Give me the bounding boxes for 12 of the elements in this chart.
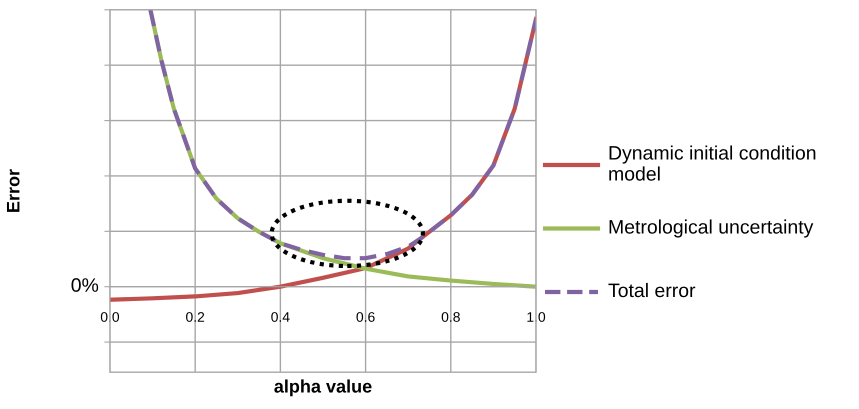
x-tick-label: 0.4 <box>271 312 290 322</box>
x-tick-label: 0.8 <box>442 312 460 322</box>
x-tick-label: 0.0 <box>100 312 120 322</box>
x-tick-label: 1.0 <box>527 312 546 322</box>
legend-label: Dynamic initial condition model <box>609 145 816 181</box>
y-axis-title: Error <box>6 169 20 212</box>
x-axis-title: alpha value <box>274 379 372 396</box>
x-tick-label: 0.6 <box>356 312 375 322</box>
legend-label: Total error <box>608 282 696 298</box>
legend-label: Metrological uncertainty <box>610 219 814 238</box>
x-tick-label: 0.2 <box>186 312 204 322</box>
text: 0% <box>71 278 98 292</box>
